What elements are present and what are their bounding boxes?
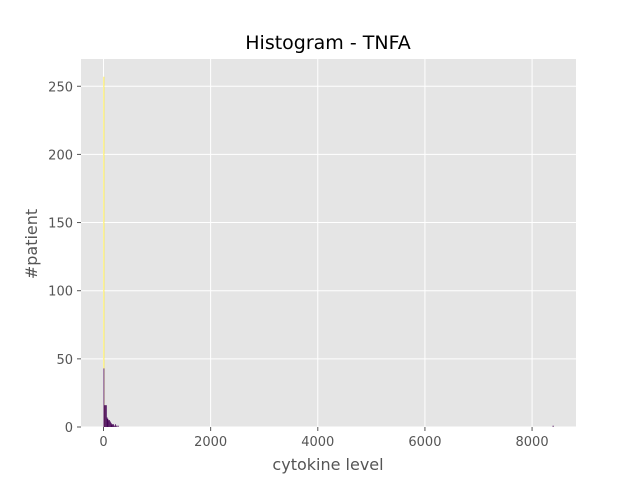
x-tick-label: 8000 <box>516 435 549 450</box>
y-tick-label: 100 <box>48 285 73 300</box>
y-tick-label: 250 <box>48 80 73 95</box>
x-tick-label: 6000 <box>408 435 441 450</box>
histogram-bar <box>104 405 106 427</box>
histogram-bar <box>109 421 111 427</box>
y-tick-label: 150 <box>48 217 73 232</box>
plot-area <box>81 59 576 427</box>
y-axis-ticks: 0 50 100 150 200 250 <box>48 80 81 436</box>
x-tick-label: 2000 <box>194 435 227 450</box>
y-tick-label: 200 <box>48 148 73 163</box>
histogram-bar <box>106 417 108 427</box>
y-axis-label: #patient <box>22 209 41 279</box>
histogram-bar <box>113 425 115 427</box>
x-axis-label: cytokine level <box>272 455 383 474</box>
histogram-bar <box>103 76 105 428</box>
histogram-bar <box>117 425 119 427</box>
histogram-bar <box>112 424 114 427</box>
histogram-bar <box>110 422 112 427</box>
histogram-bar <box>103 368 105 427</box>
histogram-bar <box>109 420 110 427</box>
chart-title: Histogram - TNFA <box>245 32 411 54</box>
histogram-bar <box>107 418 109 427</box>
histogram-bar <box>105 405 107 427</box>
grid-lines <box>81 59 576 428</box>
y-tick-label: 50 <box>56 353 73 368</box>
x-tick-label: 0 <box>99 435 107 450</box>
y-tick-label: 0 <box>65 421 73 436</box>
histogram-bar <box>108 420 110 427</box>
histogram-bar <box>113 424 114 427</box>
histogram-bar <box>115 424 116 427</box>
histogram-bars <box>103 76 554 428</box>
x-tick-label: 4000 <box>301 435 334 450</box>
histogram-bar <box>111 424 113 427</box>
histogram-bar <box>116 425 118 427</box>
histogram-bar <box>105 405 106 427</box>
histogram-bar <box>552 425 554 427</box>
x-axis-ticks: 0 2000 4000 6000 8000 <box>99 427 549 450</box>
